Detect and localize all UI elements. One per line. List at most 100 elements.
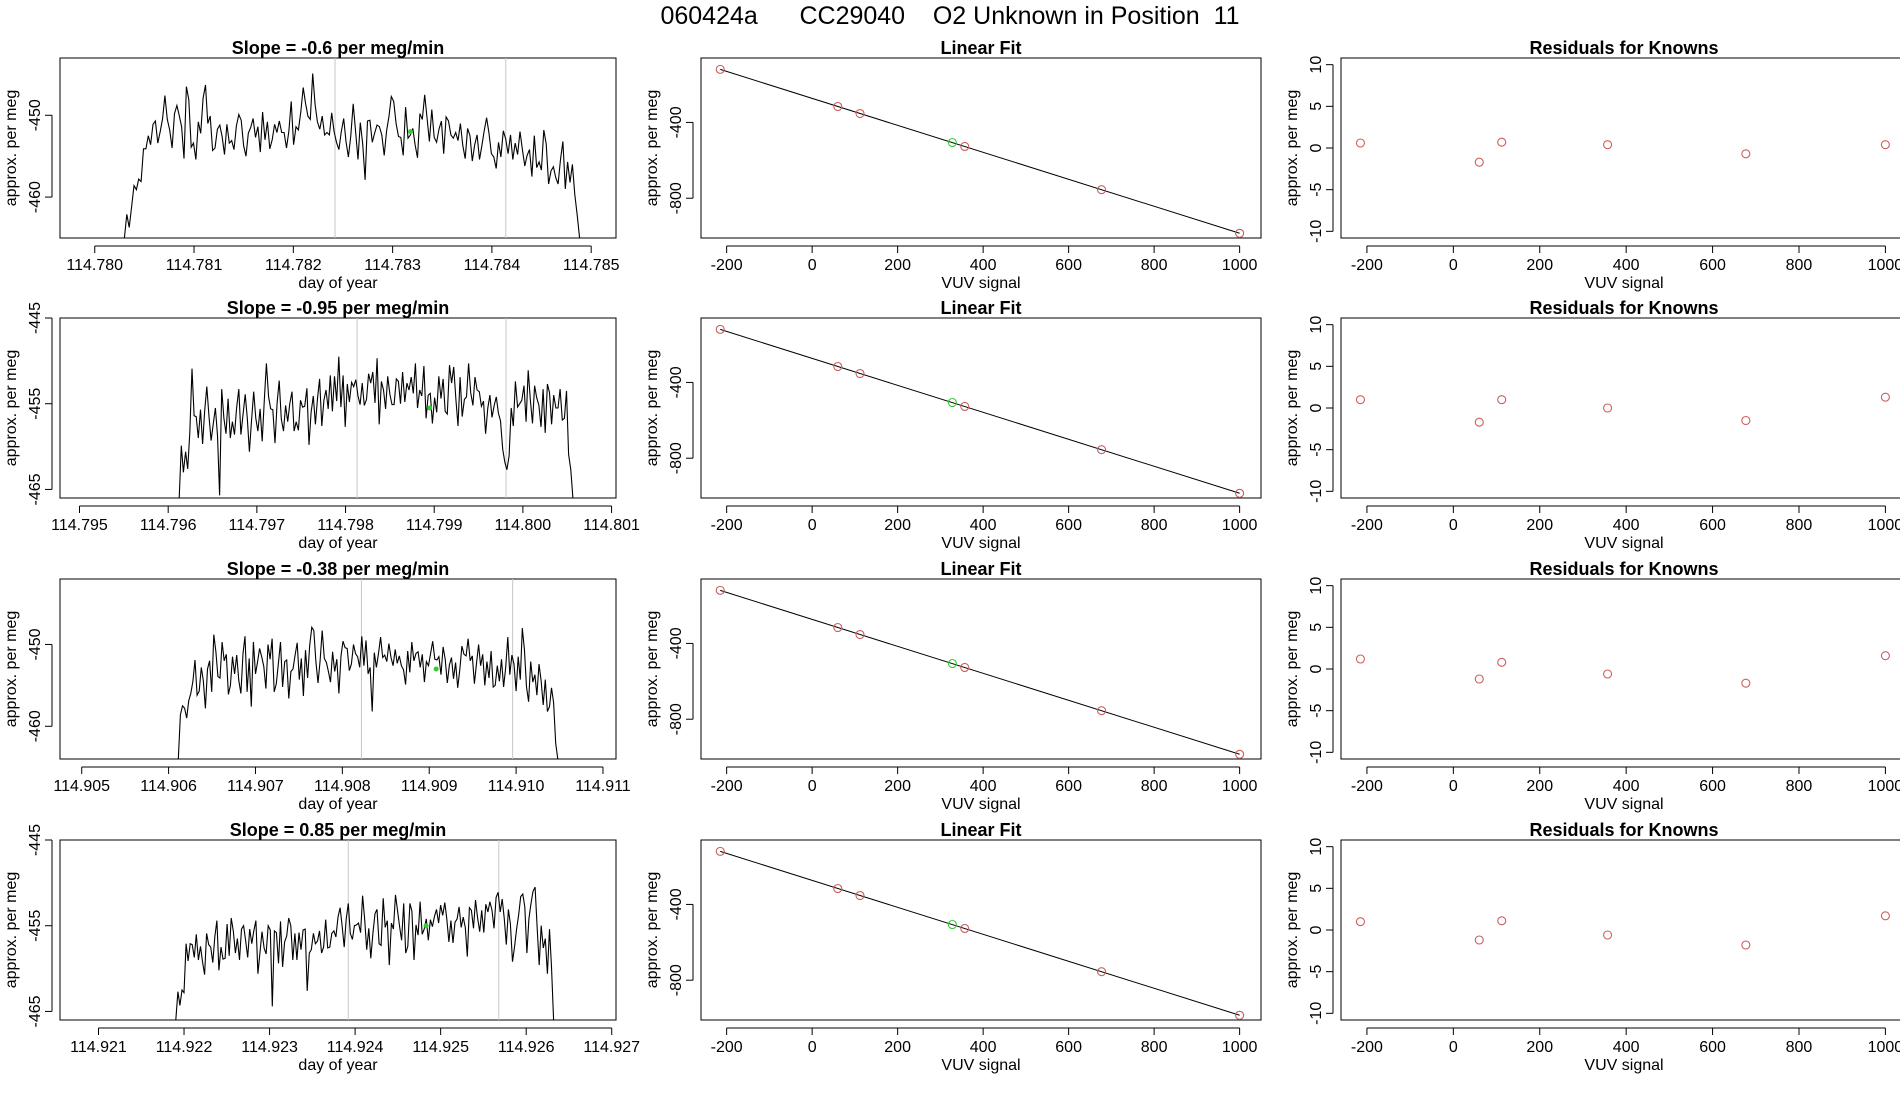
panel-4-3: Residuals for Knowns-200 0 200 400 600 800 100… (1284, 820, 1900, 1074)
plot-frame (1340, 57, 1900, 239)
y-tick-label: -445 (27, 302, 44, 334)
y-tick-label: -5 (1308, 182, 1325, 196)
known-point (715, 846, 725, 856)
known-point (960, 923, 970, 934)
residual-point (1497, 137, 1507, 147)
x-tick-label: -200 (711, 257, 743, 274)
x-axis-label: VUV signal (941, 275, 1020, 292)
y-tick-label: 0 (1308, 143, 1325, 152)
x-tick-label: -200 (711, 517, 743, 534)
y-tick-label: -800 (668, 964, 685, 996)
known-point (1096, 445, 1107, 455)
x-tick-label: 0 (808, 1039, 817, 1056)
x-tick-label: -200 (1351, 1039, 1383, 1056)
y-tick-label: -10 (1308, 741, 1325, 764)
y-tick-label: -460 (27, 181, 44, 213)
known-point (960, 141, 970, 152)
known-point (1096, 185, 1107, 195)
y-tick-label: 5 (1308, 102, 1325, 111)
panel-1-3: Residuals for Knowns-200 0 200 400 600 800 100… (1284, 38, 1900, 292)
x-tick-label: 114.795 (51, 517, 108, 534)
y-tick-label: 0 (1308, 403, 1325, 412)
known-point (715, 324, 725, 334)
trace-line (178, 356, 574, 498)
residual-point (1497, 395, 1507, 405)
x-axis-label: VUV signal (941, 535, 1020, 552)
y-axis-label: approx. per meg (3, 611, 20, 728)
plot-frame (1340, 839, 1900, 1021)
x-tick-label: 114.906 (140, 778, 197, 795)
panel-title: Linear Fit (940, 820, 1021, 840)
x-tick-label: 1000 (1868, 517, 1900, 534)
x-tick-label: 600 (1699, 778, 1726, 795)
plot-area (715, 324, 1245, 498)
known-point (833, 101, 843, 112)
panel-title: Residuals for Knowns (1529, 559, 1718, 579)
panel-title: Linear Fit (940, 559, 1021, 579)
x-tick-label: 800 (1786, 778, 1813, 795)
residual-point (1603, 140, 1613, 150)
plot-area (178, 318, 574, 498)
x-tick-label: 114.910 (488, 778, 545, 795)
plot-area (1355, 911, 1890, 950)
unknown-point (947, 919, 957, 930)
y-axis-label: approx. per meg (1284, 611, 1301, 728)
residual-point (1355, 395, 1365, 405)
x-tick-label: 114.921 (70, 1039, 127, 1056)
y-axis-label: approx. per meg (644, 611, 661, 728)
plot-area (175, 840, 555, 1020)
y-tick-label: 5 (1308, 362, 1325, 371)
y-axis-label: approx. per meg (1284, 872, 1301, 989)
unknown-point (947, 658, 957, 669)
x-tick-label: 1000 (1222, 778, 1258, 795)
known-point (1235, 1010, 1245, 1020)
y-axis-label: approx. per meg (644, 872, 661, 989)
x-tick-label: 1000 (1868, 1039, 1900, 1056)
x-tick-label: 114.925 (412, 1039, 469, 1056)
x-tick-label: 200 (884, 1039, 911, 1056)
x-tick-label: 400 (1613, 778, 1640, 795)
x-tick-label: 200 (1526, 517, 1553, 534)
plot-area (1355, 137, 1890, 167)
y-tick-label: -5 (1308, 442, 1325, 456)
plot-frame (1340, 317, 1900, 499)
y-tick-label: -400 (668, 106, 685, 138)
y-tick-label: -460 (27, 710, 44, 742)
known-point (855, 890, 865, 901)
panel-2-2: Linear Fit -200 0 200 400 600 800 1000 VUV signa… (644, 298, 1262, 552)
known-point (855, 368, 865, 379)
plot-frame (700, 57, 1262, 239)
residual-point (1880, 392, 1890, 402)
x-tick-label: -200 (1351, 257, 1383, 274)
x-tick-label: 1000 (1222, 257, 1258, 274)
x-tick-label: 114.911 (575, 778, 631, 795)
residual-point (1497, 916, 1507, 926)
x-tick-label: 0 (808, 517, 817, 534)
x-tick-label: 1000 (1868, 257, 1900, 274)
plot-frame (700, 839, 1262, 1021)
known-point (855, 629, 865, 640)
y-axis-label: approx. per meg (3, 350, 20, 467)
plot-area (123, 58, 581, 238)
panel-4-2: Linear Fit -200 0 200 400 600 800 1000 VUV signa… (644, 820, 1262, 1074)
y-tick-label: 5 (1308, 884, 1325, 893)
x-tick-label: 114.799 (406, 517, 463, 534)
y-tick-label: -800 (668, 703, 685, 735)
known-point (960, 662, 970, 673)
x-axis-label: VUV signal (1584, 535, 1663, 552)
trace-line (177, 625, 559, 759)
x-axis-label: day of year (298, 796, 378, 813)
residual-point (1741, 678, 1751, 688)
panel-4-1: Slope = 0.85 per meg/min 114.921 114.922 11… (3, 820, 640, 1074)
unknown-point (433, 666, 439, 672)
y-tick-label: -5 (1308, 703, 1325, 717)
x-tick-label: 200 (884, 517, 911, 534)
x-tick-label: 200 (884, 257, 911, 274)
x-tick-label: -200 (711, 1039, 743, 1056)
x-tick-label: 114.907 (227, 778, 284, 795)
y-axis-label: approx. per meg (3, 872, 20, 989)
residual-point (1880, 911, 1890, 921)
residual-point (1355, 654, 1365, 664)
plot-area (1355, 651, 1890, 688)
x-tick-label: 800 (1786, 1039, 1813, 1056)
